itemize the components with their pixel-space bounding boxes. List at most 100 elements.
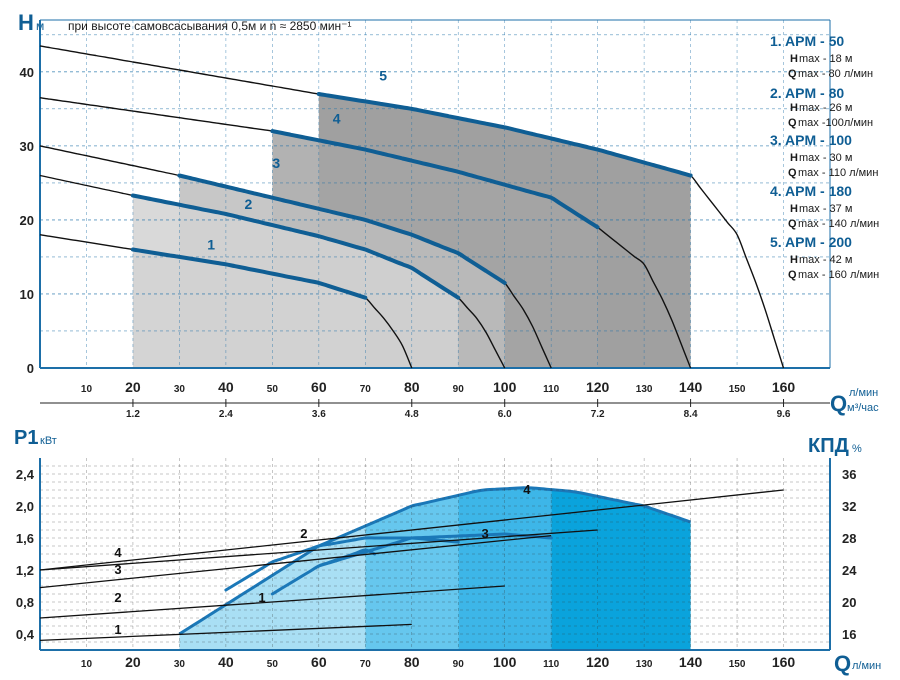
y-axis-letter-h: H	[18, 10, 34, 35]
x-tick-label: 80	[404, 379, 420, 395]
legend-item-2: 2. APM - 80 H max - 26 м Q max -100л/мин	[770, 85, 873, 129]
legend-hmax-key: H	[790, 152, 798, 164]
efficiency-label-4: 4	[523, 482, 531, 497]
y-axis-unit-m: м	[36, 19, 44, 33]
m3h-tick-label: 6.0	[498, 409, 512, 420]
pump-curve-operating-1	[130, 247, 368, 300]
curve-label-3: 3	[272, 155, 280, 171]
legend-hmax: max - 26 м	[799, 102, 852, 114]
y-tick-label: 1,2	[16, 563, 34, 578]
power-line-5	[39, 489, 784, 571]
x-axis-unit-m3h: м³/час	[847, 402, 879, 414]
x-tick-label: 30	[174, 384, 186, 395]
legend-qmax-key: Q	[788, 269, 797, 281]
y2-axis-unit-percent: %	[852, 443, 862, 455]
x-tick-label: 40	[218, 654, 234, 670]
y-axis-letter-p1: P1	[14, 427, 38, 449]
legend-title: 4. APM - 180	[770, 183, 852, 199]
legend-qmax-key: Q	[788, 167, 797, 179]
y-tick-label: 0	[27, 361, 34, 376]
legend-item-4: 4. APM - 180 H max - 37 м Q max - 140 л/…	[770, 183, 879, 230]
x-tick-label: 70	[360, 384, 372, 395]
power-line-1	[39, 623, 412, 642]
y2-tick-label: 24	[842, 563, 857, 578]
legend-item-1: 1. APM - 50 H max - 18 м Q max - 80 л/ми…	[770, 33, 873, 80]
legend-title: 2. APM - 80	[770, 85, 844, 101]
legend-title: 3. APM - 100	[770, 132, 852, 148]
x-tick-label: 40	[218, 379, 234, 395]
curve-label-1: 1	[207, 237, 215, 253]
power-line-3	[39, 534, 552, 589]
legend-qmax: max - 110 л/мин	[798, 167, 878, 179]
y-tick-label: 1,6	[16, 531, 34, 546]
power-line-2	[39, 585, 505, 619]
x-axis-unit-lmin: л/мин	[849, 387, 878, 399]
m3h-tick-label: 7.2	[591, 409, 605, 420]
power-label-3: 3	[114, 562, 121, 577]
efficiency-label-1: 1	[258, 590, 265, 605]
x-axis-unit-lmin-bottom: л/мин	[852, 660, 881, 672]
x-tick-label: 60	[311, 654, 327, 670]
efficiency-label-3: 3	[481, 526, 488, 541]
m3h-tick-label: 3.6	[312, 409, 326, 420]
legend-qmax: max - 140 л/мин	[798, 218, 879, 230]
m3h-tick-label: 2.4	[219, 409, 233, 420]
pump-curve-operating-5	[316, 92, 693, 178]
legend-qmax-key: Q	[788, 218, 797, 230]
curve-label-2: 2	[244, 196, 252, 212]
x-tick-label: 120	[586, 379, 610, 395]
y2-tick-label: 32	[842, 499, 856, 514]
legend-item-3: 3. APM - 100 H max - 30 м Q max - 110 л/…	[770, 132, 878, 179]
legend-qmax: max - 160 л/мин	[798, 269, 879, 281]
x-tick-label: 70	[360, 659, 372, 670]
x-tick-label: 10	[81, 384, 93, 395]
m3h-tick-label: 1.2	[126, 409, 140, 420]
y-tick-label: 20	[20, 213, 34, 228]
curve-label-5: 5	[379, 68, 387, 84]
x-tick-label: 90	[453, 659, 465, 670]
y2-tick-label: 20	[842, 595, 856, 610]
m3h-tick-label: 4.8	[405, 409, 419, 420]
legend-hmax-key: H	[790, 53, 798, 65]
legend-hmax: max - 18 м	[799, 53, 852, 65]
legend-title: 1. APM - 50	[770, 33, 844, 49]
x-axis-letter-q-bottom: Q	[834, 651, 851, 676]
legend-hmax: max - 30 м	[799, 152, 852, 164]
y2-tick-label: 16	[842, 627, 856, 642]
x-tick-label: 130	[636, 659, 653, 670]
x-tick-label: 30	[174, 659, 186, 670]
x-tick-label: 100	[493, 654, 517, 670]
x-tick-label: 10	[81, 659, 93, 670]
x-tick-label: 110	[543, 659, 560, 670]
operating-region-1	[132, 249, 366, 368]
legend-hmax-key: H	[790, 254, 798, 266]
m3h-tick-label: 8.4	[684, 409, 698, 420]
x-tick-label: 100	[493, 379, 517, 395]
x-tick-label: 50	[267, 384, 279, 395]
pump-curve-operating-4	[270, 129, 600, 230]
legend-title: 5. APM - 200	[770, 234, 852, 250]
legend-qmax-key: Q	[788, 68, 797, 80]
y2-tick-label: 36	[842, 467, 856, 482]
y-tick-label: 0,4	[16, 627, 35, 642]
power-line-4	[39, 529, 598, 571]
x-tick-label: 160	[772, 379, 796, 395]
power-efficiency-chart: 1 2 3 4 1 2 3 4 0,4 0,8 1,2 1,6 2,0 2,4 16 20 24 28 32 36 10…	[16, 458, 857, 670]
y-tick-label: 2,4	[16, 467, 35, 482]
efficiency-label-2: 2	[300, 526, 307, 541]
x-tick-label: 90	[453, 384, 465, 395]
condition-note: при высоте самовсасывания 0,5м и n ≈ 285…	[68, 19, 352, 33]
x-tick-label: 140	[679, 379, 703, 395]
y-axis-unit-kw: кВт	[40, 435, 57, 447]
legend-qmax: max - 80 л/мин	[798, 68, 873, 80]
legend-qmax-key: Q	[788, 117, 797, 129]
m3h-tick-label: 9.6	[777, 409, 791, 420]
x-tick-label: 50	[267, 659, 279, 670]
legend-hmax: max - 42 м	[799, 254, 852, 266]
x-tick-label: 120	[586, 654, 610, 670]
pump-curve-operating-2	[130, 193, 461, 300]
legend-item-5: 5. APM - 200 H max - 42 м Q max - 160 л/…	[770, 234, 879, 281]
y-tick-label: 0,8	[16, 595, 34, 610]
x-tick-label: 20	[125, 654, 141, 670]
